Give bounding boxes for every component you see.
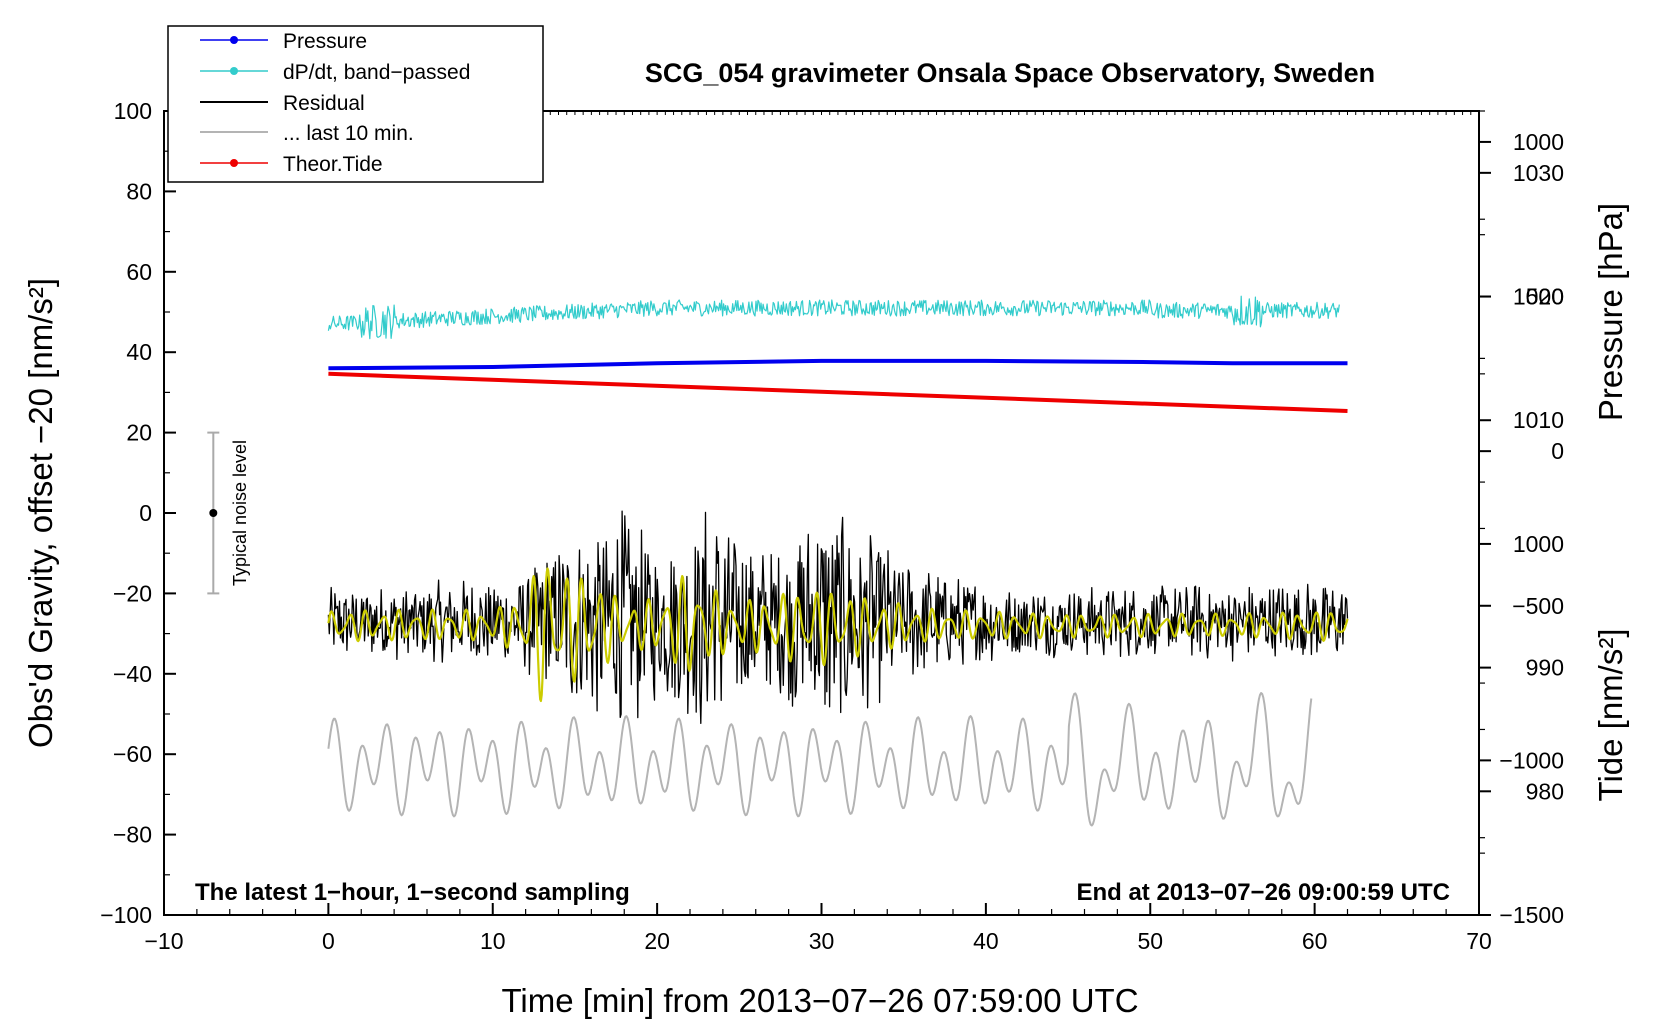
tide-tick-label: −1500	[1499, 902, 1564, 928]
noise-indicator: Typical noise level	[207, 431, 250, 595]
pressure-tick-label: 990	[1526, 655, 1564, 681]
y-tick-label: 80	[126, 178, 152, 204]
plot-frame	[163, 110, 1480, 916]
tide-tick-label: −500	[1512, 593, 1564, 619]
series-line-dpdt	[327, 295, 1340, 340]
tide-tick-label: 1000	[1513, 129, 1564, 155]
pressure-axis-label: Pressure [hPa]	[1592, 203, 1629, 421]
legend-marker	[230, 67, 238, 75]
x-tick-label: 20	[644, 928, 670, 954]
legend-box	[167, 25, 544, 183]
legend: Pressure dP/dt, band−passed Residual ...…	[167, 25, 544, 183]
pressure-tick-label: 1010	[1513, 407, 1564, 433]
legend-label-residual: Residual	[283, 92, 365, 115]
end-time-note: End at 2013−07−26 09:00:59 UTC	[1076, 879, 1450, 906]
x-tick-label: 60	[1302, 928, 1328, 954]
y-tick-label: 20	[126, 420, 152, 446]
legend-entry-residual: Residual	[200, 92, 365, 115]
tide-axis-label: Tide [nm/s²]	[1592, 629, 1629, 802]
sampling-note: The latest 1−hour, 1−second sampling	[195, 879, 630, 906]
ticks-layer: −10 0 10 20 30 40 50 60 70100806040200−20−40−60−…	[100, 98, 1564, 954]
x-tick-label: 40	[973, 928, 999, 954]
legend-label-theor-tide: Theor.Tide	[283, 153, 383, 176]
legend-marker	[230, 36, 238, 44]
legend-label-dpdt: dP/dt, band−passed	[283, 61, 470, 84]
pressure-tick-label: 1030	[1513, 160, 1564, 186]
pressure-tick-label: 980	[1526, 778, 1564, 804]
pressure-tick-label: 1020	[1513, 284, 1564, 310]
tide-tick-label: 0	[1551, 438, 1564, 464]
x-tick-label: 30	[809, 928, 835, 954]
legend-label-pressure: Pressure	[283, 30, 367, 53]
y-tick-label: 0	[139, 500, 152, 526]
y-axis-label: Obs'd Gravity, offset −20 [nm/s²]	[22, 278, 59, 748]
y-tick-label: 100	[114, 98, 152, 124]
legend-label-last-10-min: ... last 10 min.	[283, 122, 414, 145]
x-tick-label: 0	[322, 928, 335, 954]
noise-label: Typical noise level	[230, 440, 250, 586]
y-tick-label: −40	[113, 661, 152, 687]
tide-tick-label: 500	[1526, 284, 1564, 310]
y-tick-label: −80	[113, 822, 152, 848]
chart-title: SCG_054 gravimeter Onsala Space Observat…	[645, 58, 1375, 88]
pressure-tick-label: 1000	[1513, 531, 1564, 557]
series-line-band-passed	[327, 567, 1349, 703]
x-tick-label: 50	[1137, 928, 1163, 954]
y-tick-label: −60	[113, 741, 152, 767]
y-tick-label: 60	[126, 259, 152, 285]
x-axis-label: Time [min] from 2013−07−26 07:59:00 UTC	[501, 982, 1138, 1019]
x-tick-label: 70	[1466, 928, 1492, 954]
tide-tick-label: −1000	[1499, 747, 1564, 773]
y-tick-label: −20	[113, 580, 152, 606]
series-line-theor-tide	[328, 371, 1348, 413]
y-tick-label: −100	[100, 902, 152, 928]
legend-entry-theor-tide: Theor.Tide	[200, 153, 383, 176]
y-tick-label: 40	[126, 339, 152, 365]
series-line-pressure	[328, 358, 1348, 371]
legend-marker	[230, 159, 238, 167]
series-line-last-10-min	[327, 692, 1313, 827]
x-tick-label: −10	[144, 928, 183, 954]
x-tick-label: 10	[480, 928, 506, 954]
legend-entry-last-10-min: ... last 10 min.	[200, 122, 414, 145]
legend-entry-dpdt: dP/dt, band−passed	[200, 61, 470, 84]
legend-entry-pressure: Pressure	[200, 30, 367, 53]
noise-dot	[209, 509, 218, 517]
series-layer	[327, 295, 1349, 827]
